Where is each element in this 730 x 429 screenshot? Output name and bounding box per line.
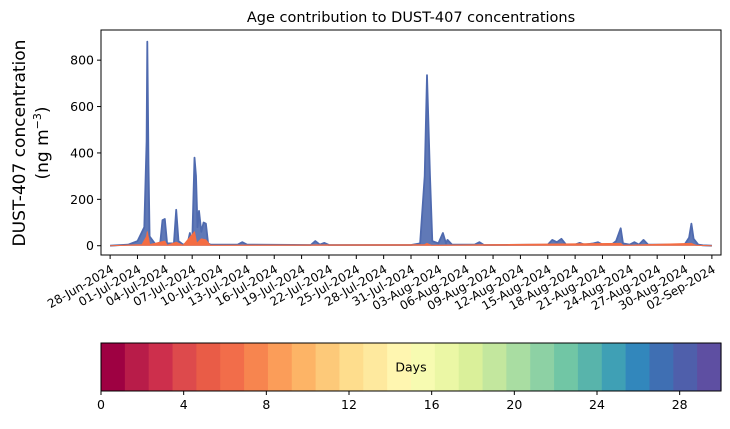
y-tick-label: 200 [70, 192, 94, 207]
y-axis-unit-prefix: (ng m [33, 129, 53, 179]
colorbar-segment [601, 343, 627, 391]
colorbar-tick-label: 24 [589, 397, 605, 412]
colorbar-segment [220, 343, 245, 391]
colorbar-segment [363, 343, 388, 391]
colorbar-segment [148, 343, 174, 391]
colorbar-segment [458, 343, 484, 391]
colorbar-segment [172, 343, 197, 391]
y-axis-label: DUST-407 concentration (ng m−3) [10, 40, 53, 247]
y-axis-unit-superscript: −3 [31, 113, 44, 129]
colorbar-segment [124, 343, 150, 391]
y-tick-label: 600 [70, 99, 94, 114]
colorbar-segment [673, 343, 698, 391]
colorbar-tick-label: 16 [424, 397, 440, 412]
y-axis-unit-suffix: ) [33, 106, 53, 113]
series-area-0 [110, 41, 712, 246]
y-axis-label-line1: DUST-407 concentration [10, 40, 30, 247]
colorbar-segment [196, 343, 221, 391]
series-line-0 [110, 40, 712, 247]
colorbar-tick-label: 8 [262, 397, 270, 412]
colorbar-segment [267, 343, 293, 391]
y-axis-label-line2: (ng m−3) [31, 106, 53, 179]
y-tick-label: 400 [70, 145, 94, 160]
colorbar-segment [244, 343, 269, 391]
y-tick-label: 800 [70, 53, 94, 68]
colorbar-tick-label: 0 [97, 397, 105, 412]
colorbar: 0 4 8 12 16 20 24 28 Days [97, 342, 722, 412]
colorbar-segment [577, 343, 603, 391]
series-line-1 [110, 231, 712, 247]
colorbar-segment [625, 343, 651, 391]
colorbar-segment [506, 343, 531, 391]
colorbar-segment [554, 343, 579, 391]
colorbar-segment [291, 343, 317, 391]
colorbar-segment [649, 343, 674, 391]
colorbar-tick-label: 12 [341, 397, 357, 412]
colorbar-segment [697, 343, 722, 391]
colorbar-tick-label: 4 [180, 397, 188, 412]
y-tick-label: 0 [86, 238, 94, 253]
colorbar-segment [482, 343, 507, 391]
colorbar-tick-label: 20 [506, 397, 522, 412]
colorbar-label: Days [395, 360, 426, 375]
colorbar-segment [339, 343, 364, 391]
colorbar-segment [434, 343, 460, 391]
colorbar-segment [411, 343, 436, 391]
colorbar-segment [530, 343, 555, 391]
chart-title: Age contribution to DUST-407 concentrati… [247, 10, 575, 26]
colorbar-tick-label: 28 [672, 397, 688, 412]
colorbar-segment [387, 343, 412, 391]
colorbar-segment [101, 343, 126, 391]
colorbar-segment [315, 343, 341, 391]
colorbar-frame [100, 342, 722, 392]
